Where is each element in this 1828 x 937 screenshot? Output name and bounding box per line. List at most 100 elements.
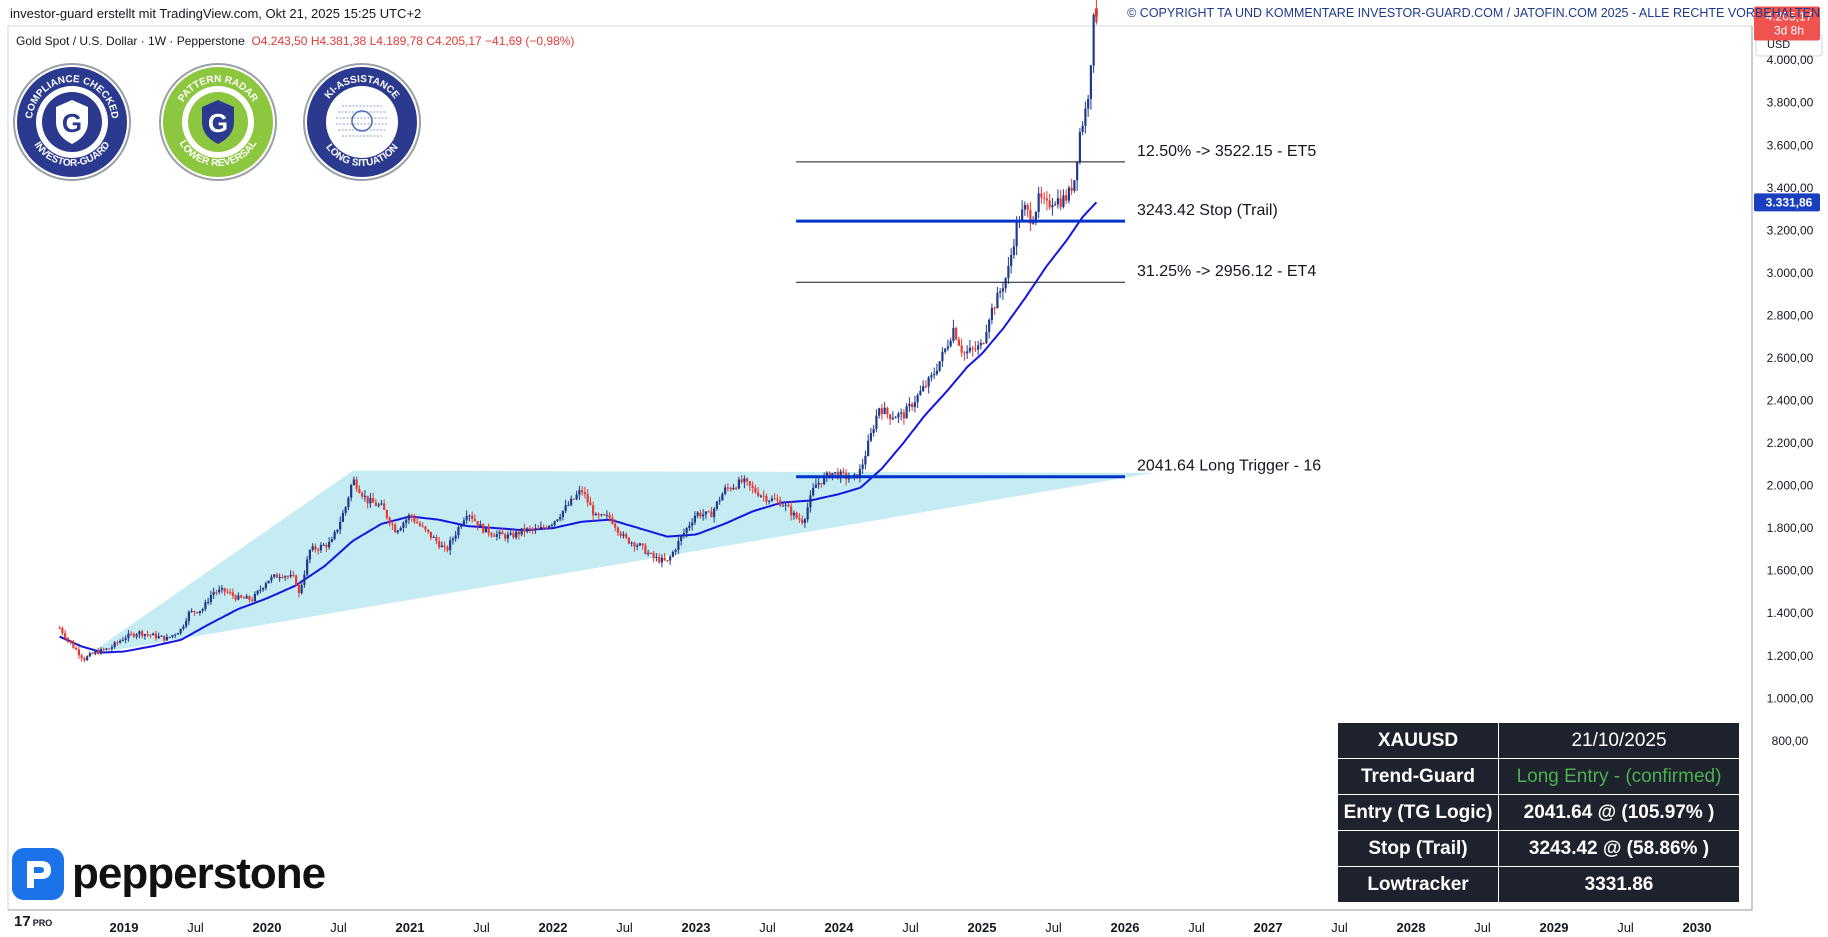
candle-body [490,533,493,536]
candle-body [619,532,622,536]
candle-body [762,495,765,497]
candle-body [869,432,872,441]
candle-body [922,386,925,391]
candle-body [317,549,320,551]
time-tick-label: 2022 [539,920,568,935]
candle-body [924,386,927,388]
candle-body [743,478,746,483]
candle-body [872,428,875,433]
candle-body [418,523,421,526]
candle-body [627,537,630,544]
candle-body [757,492,760,497]
candle-body [165,637,168,641]
candle-body [391,523,394,525]
candle-body [355,479,358,490]
table-row: Entry (TG Logic) 2041.64 @ (105.97% ) [1337,794,1740,831]
moving-average-line [59,201,1098,654]
candle-body [605,514,608,516]
candle-body [457,527,460,536]
candle-body [242,597,245,599]
candle-body [894,417,897,419]
currency-label: USD [1767,39,1790,51]
candle-body [553,521,556,525]
candle-body [193,610,196,613]
candle-body [495,534,498,537]
candle-body [454,535,457,539]
candle-body [985,331,988,344]
pepperstone-p-icon [12,848,64,900]
last-candle-body [1094,8,1098,17]
candle-body [1081,125,1084,132]
candle-body [363,495,366,497]
candle-body [429,531,432,538]
candle-body [633,542,636,547]
candle-body [440,545,443,548]
time-tick-label: Jul [1474,920,1491,935]
candle-body [671,551,674,557]
time-tick-label: 2030 [1683,920,1712,935]
candle-body [460,525,463,528]
price-tick-label: 3.400,00 [1767,181,1814,195]
current-price-label: 4.205,17 [1766,10,1813,24]
candle-body [817,482,820,485]
candle-body [251,599,254,601]
candle-body [273,574,276,577]
price-axis[interactable] [1752,26,1828,910]
candle-body [1076,162,1079,181]
candle-body [292,574,295,576]
time-tick-label: Jul [616,920,633,935]
candle-body [132,633,135,637]
candle-body [1059,198,1062,208]
candle-body [295,575,298,586]
candle-body [1029,209,1032,224]
candle-body [1023,205,1026,210]
candle-body [740,479,743,483]
candle-body [581,490,584,493]
candle-body [1056,198,1059,205]
candle-body [770,498,773,501]
svg-text:G: G [208,108,228,138]
candle-body [933,373,936,376]
candle-body [614,523,617,528]
time-tick-label: Jul [1617,920,1634,935]
candle-body [658,557,661,563]
candle-body [105,648,108,650]
candle-body [586,494,589,503]
candle-body [641,543,644,546]
candle-body [143,634,146,636]
candle-body [61,628,64,634]
candle-body [611,517,614,524]
candle-body [253,593,256,601]
candle-body [245,596,248,599]
table-cell-value: Long Entry - (confirmed) [1498,758,1740,795]
candle-body [1067,187,1070,201]
candle-body [795,512,798,519]
candle-body [462,520,465,526]
candle-body [567,504,570,506]
candle-body [660,557,663,563]
candle-body [523,528,526,532]
candle-body [825,472,828,477]
candle-body [913,402,916,408]
time-tick-label: 2025 [968,920,997,935]
candle-body [306,559,309,575]
candle-body [286,576,289,578]
candle-body [608,514,611,518]
candle-body [765,495,768,502]
candle-body [597,513,600,516]
candle-body [773,498,776,500]
symbol-name[interactable]: Gold Spot / U.S. Dollar · 1W · Peppersto… [16,34,245,48]
candle-body [504,534,507,539]
candle-body [328,542,331,548]
time-tick-label: Jul [1331,920,1348,935]
candle-body [680,536,683,542]
table-row: Lowtracker 3331.86 [1337,866,1740,903]
candle-body [949,340,952,347]
price-tick-label: 800,00 [1772,734,1809,748]
candle-body [784,504,787,506]
candle-body [515,531,518,538]
candle-body [751,485,754,488]
trail-price-label: 3.331,86 [1766,195,1813,209]
candle-body [438,541,441,548]
